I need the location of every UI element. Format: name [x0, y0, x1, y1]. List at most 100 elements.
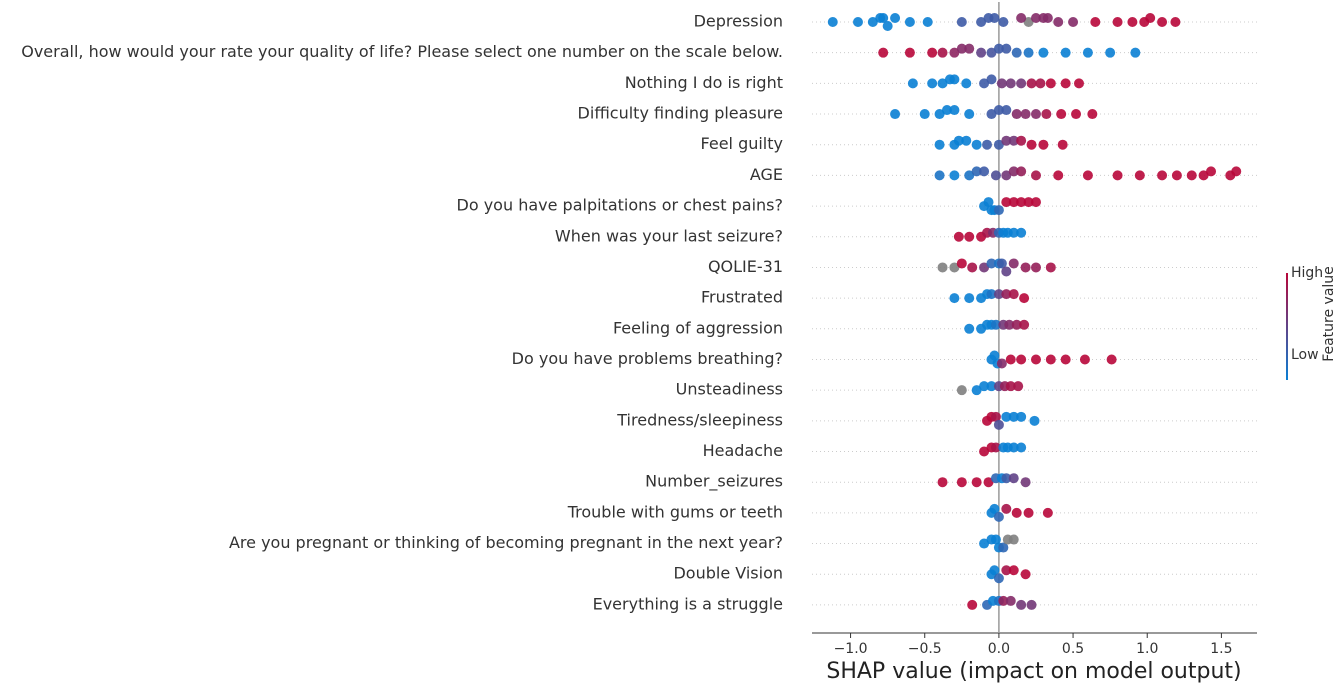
- shap-point: [989, 503, 1000, 514]
- shap-point: [1045, 262, 1056, 273]
- feature-label: Everything is a struggle: [593, 594, 783, 613]
- shap-point: [993, 573, 1004, 584]
- shap-point: [1186, 170, 1197, 181]
- feature-label: Frustrated: [701, 288, 783, 307]
- shap-point: [1008, 197, 1019, 208]
- shap-point: [986, 258, 997, 269]
- shap-point: [964, 109, 975, 120]
- shap-point: [1001, 289, 1012, 300]
- feature-label: Unsteadiness: [676, 380, 783, 399]
- shap-point: [1026, 78, 1037, 89]
- shap-point: [1005, 381, 1016, 392]
- shap-point: [1008, 166, 1019, 177]
- shap-point: [1008, 442, 1019, 453]
- feature-label: Trouble with gums or teeth: [567, 502, 783, 521]
- shap-point: [890, 109, 901, 120]
- shap-point: [1016, 197, 1027, 208]
- shap-point: [953, 135, 964, 146]
- shap-point: [964, 293, 975, 304]
- shap-point: [1074, 78, 1084, 89]
- shap-point: [993, 511, 1004, 522]
- shap-point: [1023, 507, 1034, 518]
- shap-point: [1023, 197, 1034, 208]
- colorbar-low: Low: [1291, 347, 1319, 363]
- shap-point: [1060, 47, 1071, 58]
- shap-point: [1008, 565, 1019, 576]
- shap-point: [964, 231, 975, 242]
- shap-point: [1038, 139, 1049, 150]
- shap-point: [1008, 534, 1019, 545]
- shap-point: [1079, 354, 1090, 365]
- shap-point: [986, 109, 997, 120]
- x-tick-label: 0.5: [1062, 641, 1084, 657]
- shap-point: [979, 166, 990, 177]
- shap-point: [1005, 595, 1016, 606]
- shap-point: [927, 78, 938, 89]
- feature-label: Difficulty finding pleasure: [578, 104, 783, 123]
- shap-point: [993, 419, 1004, 430]
- shap-point: [1045, 78, 1056, 89]
- feature-label: Headache: [703, 441, 783, 460]
- shap-point: [1008, 289, 1019, 300]
- shap-point: [983, 477, 994, 488]
- feature-label: When was your last seizure?: [555, 226, 783, 245]
- shap-point: [1105, 47, 1116, 58]
- shap-point: [1042, 13, 1053, 23]
- shap-point: [1001, 503, 1012, 514]
- shap-point: [956, 43, 967, 54]
- shap-point: [1030, 170, 1041, 181]
- shap-point: [949, 293, 960, 304]
- feature-label: Do you have problems breathing?: [512, 349, 783, 368]
- shap-point: [937, 78, 948, 89]
- shap-point: [1068, 17, 1079, 27]
- shap-point: [990, 170, 1001, 181]
- shap-point: [904, 17, 915, 27]
- shap-point: [961, 135, 972, 146]
- shap-point: [1060, 354, 1071, 365]
- shap-point: [1011, 319, 1022, 330]
- shap-point: [1023, 17, 1034, 27]
- shap-point: [1016, 227, 1027, 238]
- shap-point: [998, 17, 1009, 27]
- shap-point: [878, 47, 889, 58]
- shap-point: [1112, 170, 1123, 181]
- colorbar-high: High: [1291, 265, 1323, 281]
- feature-label: Feeling of aggression: [613, 318, 783, 337]
- x-tick-label: 1.5: [1210, 641, 1232, 657]
- shap-point: [919, 109, 930, 120]
- colorbar: [1286, 273, 1288, 380]
- shap-point: [1041, 109, 1052, 120]
- shap-point: [1157, 170, 1168, 181]
- shap-point: [1030, 109, 1041, 120]
- shap-point: [986, 289, 997, 300]
- shap-point: [998, 595, 1009, 606]
- shap-point: [1170, 17, 1181, 27]
- shap-point: [1016, 411, 1027, 422]
- shap-point: [993, 105, 1004, 116]
- shap-point: [1053, 170, 1064, 181]
- shap-point: [949, 170, 960, 181]
- shap-point: [964, 323, 975, 334]
- shap-point: [1087, 109, 1098, 120]
- shap-point: [1071, 109, 1082, 120]
- shap-point: [1019, 293, 1030, 304]
- shap-point: [1016, 78, 1027, 89]
- shap-point: [1016, 442, 1027, 453]
- shap-point: [956, 258, 967, 269]
- shap-point: [989, 13, 1000, 23]
- shap-point: [1030, 354, 1041, 365]
- shap-point: [1011, 507, 1022, 518]
- shap-point: [949, 47, 960, 58]
- shap-point: [1005, 78, 1016, 89]
- shap-point: [956, 17, 967, 27]
- shap-point: [998, 542, 1009, 553]
- shap-point: [1038, 47, 1049, 58]
- shap-point: [1231, 166, 1242, 177]
- shap-point: [986, 74, 997, 85]
- feature-label: QOLIE-31: [708, 257, 783, 276]
- feature-label: AGE: [750, 165, 783, 184]
- shap-point: [1011, 109, 1022, 120]
- shap-point: [1082, 170, 1093, 181]
- shap-point: [971, 477, 982, 488]
